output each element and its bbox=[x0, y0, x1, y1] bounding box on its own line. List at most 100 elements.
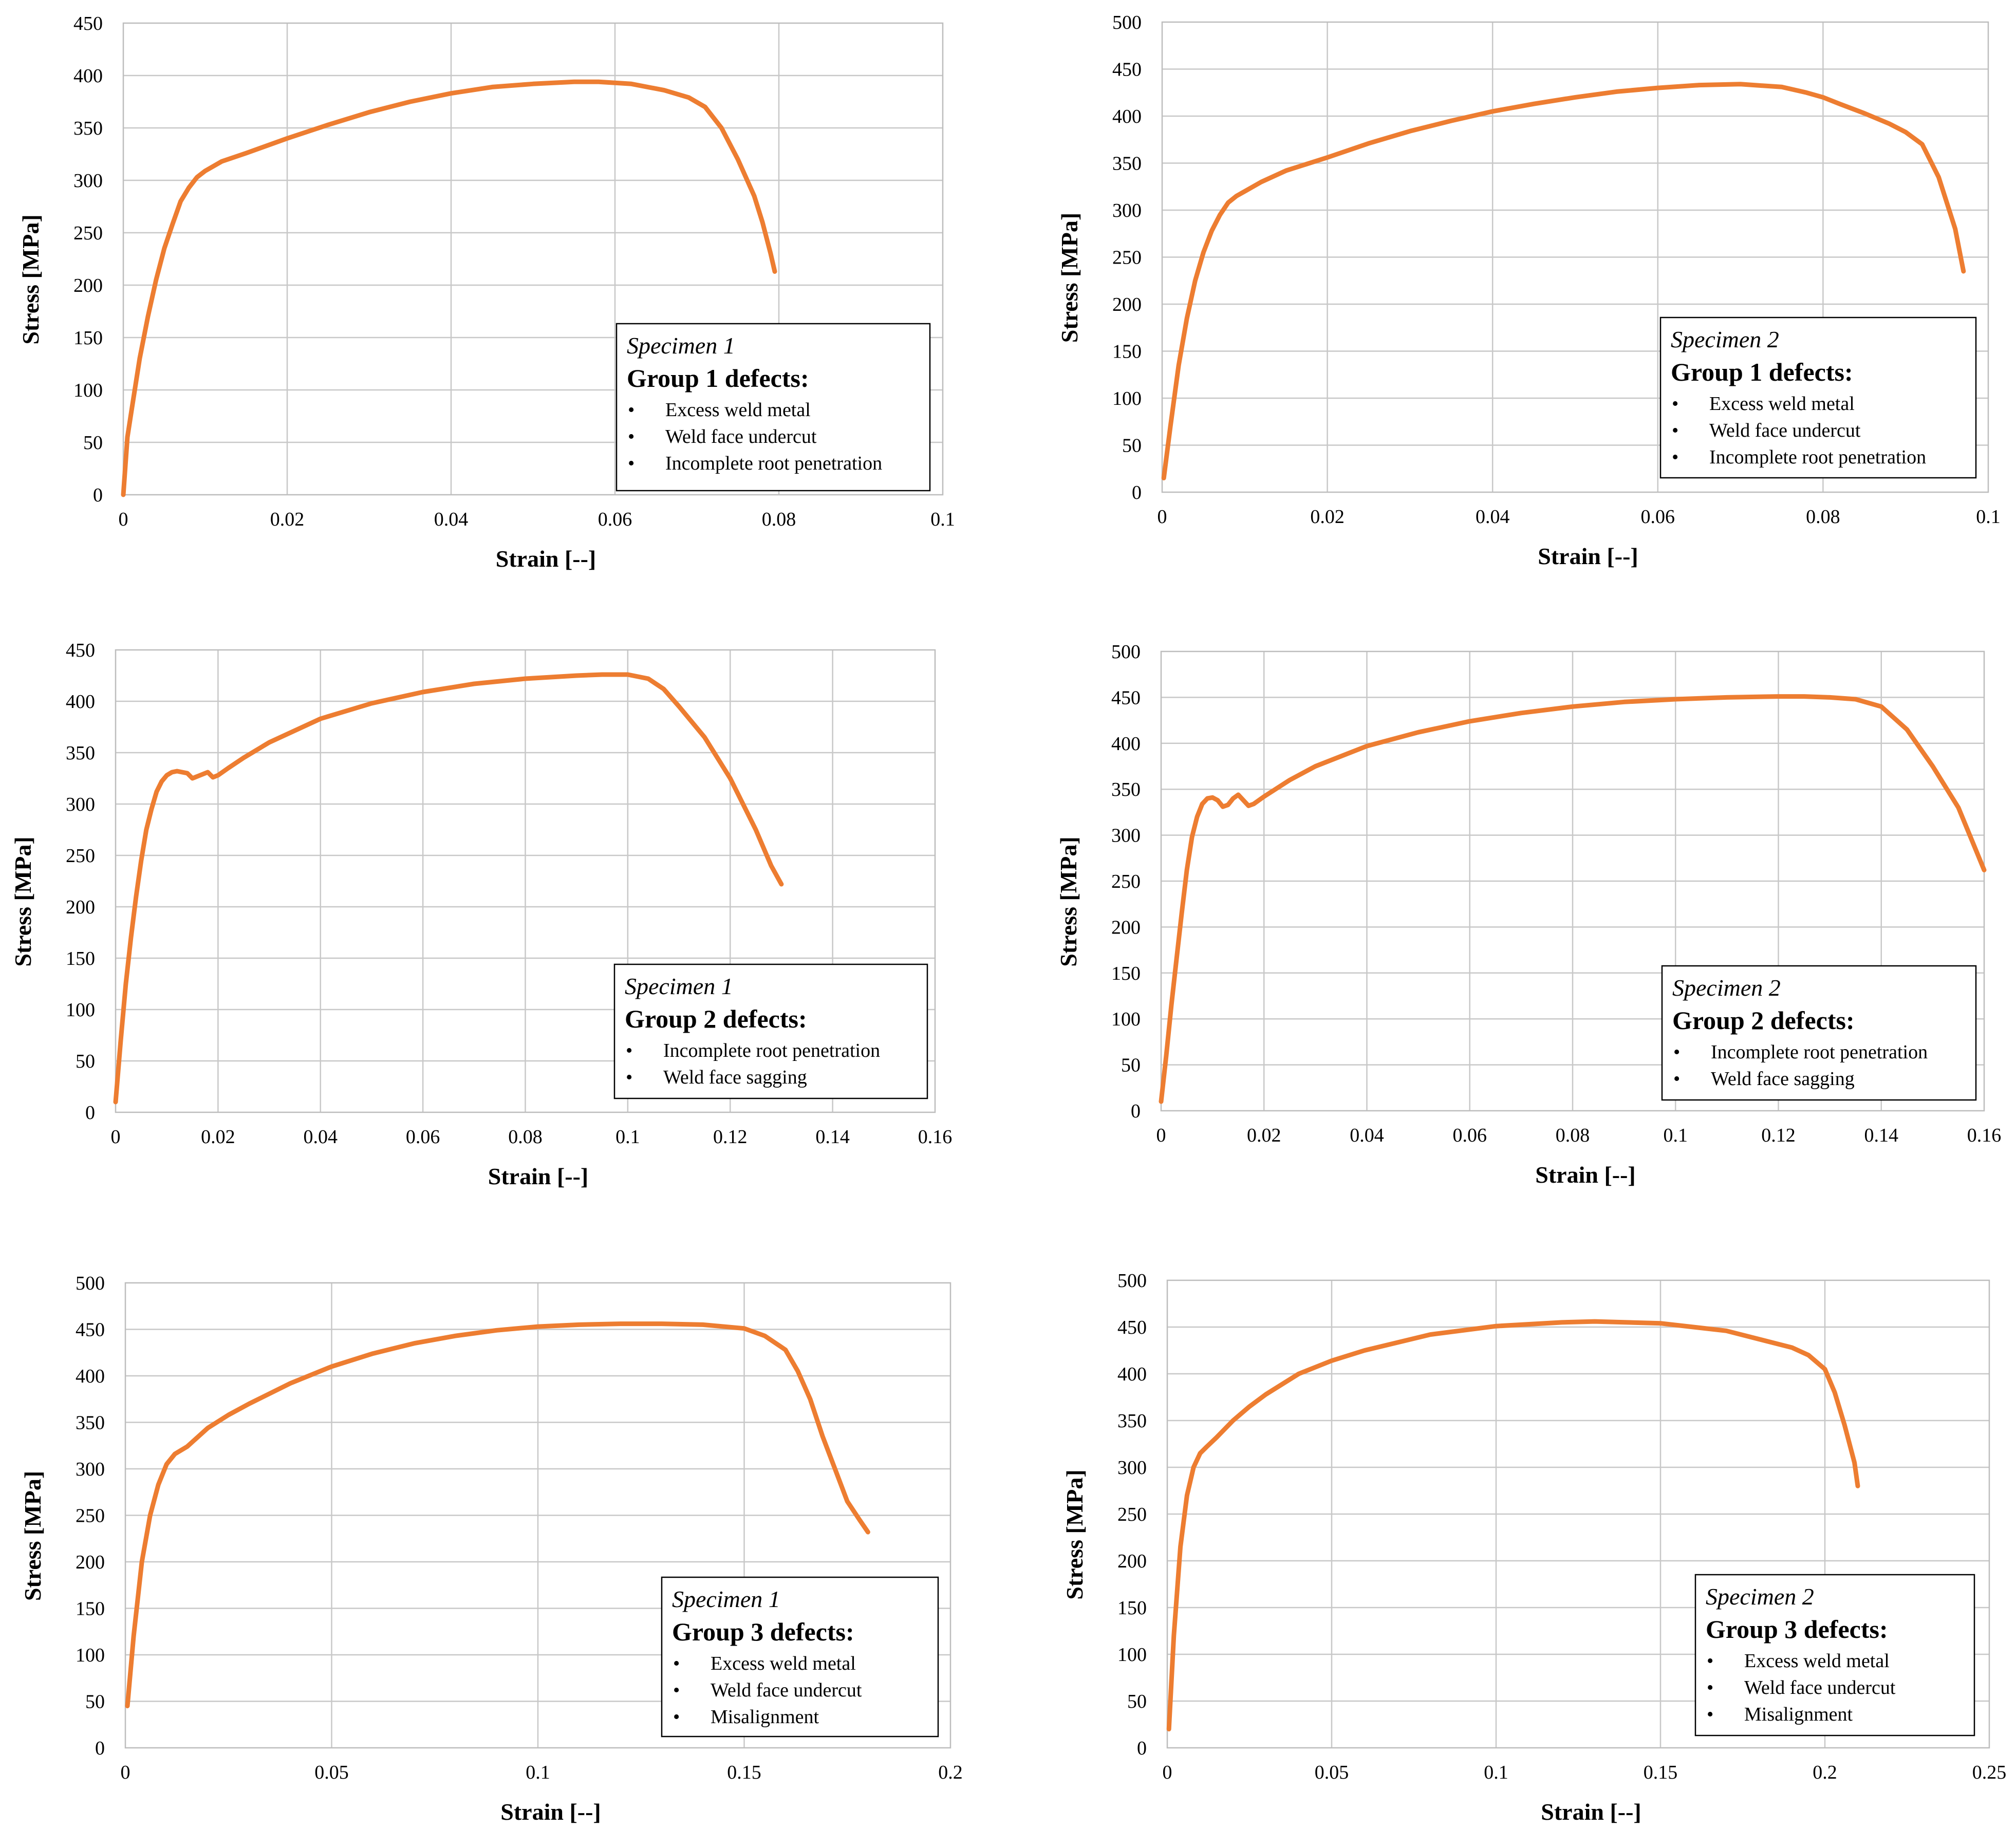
legend-item: Excess weld metal bbox=[1744, 1650, 1890, 1672]
y-tick-label: 100 bbox=[1112, 388, 1142, 409]
y-tick-label: 150 bbox=[1112, 341, 1142, 363]
x-tick-label: 0.06 bbox=[406, 1126, 440, 1148]
plot-area bbox=[1166, 1279, 1990, 1749]
y-tick-label: 100 bbox=[73, 380, 103, 401]
x-tick-label: 0.05 bbox=[1315, 1762, 1349, 1783]
chart-panel-2: 0 0.02 0.04 0.06 0.08 0.1 0 50 100 150 200 250 300 35… bbox=[1056, 12, 2001, 569]
legend: Specimen 2 Group 1 defects: • Excess weld m… bbox=[1659, 316, 1977, 479]
y-tick-label: 400 bbox=[1117, 1364, 1147, 1385]
y-tick-label: 300 bbox=[1112, 200, 1142, 221]
y-tick-label: 50 bbox=[1122, 435, 1142, 457]
stress-strain-curve bbox=[1166, 1319, 1860, 1732]
x-tick-label: 0.08 bbox=[508, 1126, 543, 1148]
y-tick-label: 150 bbox=[76, 1598, 105, 1620]
y-axis-title: Stress [MPa] bbox=[10, 836, 36, 966]
y-tick-label: 300 bbox=[66, 794, 95, 815]
legend-item: Excess weld metal bbox=[665, 399, 811, 421]
y-tick-label: 200 bbox=[1111, 917, 1141, 938]
x-tick-label: 0.15 bbox=[727, 1762, 761, 1783]
y-tick-label: 100 bbox=[1117, 1644, 1147, 1666]
y-tick-label: 100 bbox=[76, 1645, 105, 1666]
legend-item: Excess weld metal bbox=[711, 1653, 856, 1674]
legend-box bbox=[615, 323, 931, 492]
y-tick-label: 400 bbox=[66, 691, 95, 713]
y-tick-label: 150 bbox=[73, 327, 103, 349]
y-tick-label: 0 bbox=[93, 484, 103, 506]
y-tick-label: 100 bbox=[1111, 1009, 1141, 1030]
legend-bullet: • bbox=[1707, 1650, 1713, 1672]
x-tick-label: 0 bbox=[111, 1126, 121, 1148]
x-axis-title: Strain [--] bbox=[1535, 1162, 1635, 1188]
x-tick-label: 0.04 bbox=[1476, 506, 1510, 528]
y-tick-label: 500 bbox=[1112, 12, 1142, 33]
y-tick-label: 50 bbox=[83, 432, 103, 454]
y-tick-label: 350 bbox=[1117, 1410, 1147, 1432]
x-tick-label: 0.2 bbox=[938, 1762, 963, 1783]
legend-bullet: • bbox=[1707, 1677, 1713, 1698]
plot-area bbox=[1160, 650, 1985, 1112]
y-tick-label: 350 bbox=[1112, 153, 1142, 175]
x-tick-label: 0.04 bbox=[1350, 1125, 1384, 1146]
x-tick-label: 0.16 bbox=[918, 1126, 953, 1148]
stress-strain-curve bbox=[113, 672, 784, 1105]
y-tick-label: 450 bbox=[1112, 59, 1142, 81]
x-tick-label: 0.02 bbox=[270, 509, 305, 530]
x-tick-label: 0 bbox=[1158, 506, 1167, 528]
y-tick-label: 500 bbox=[76, 1273, 105, 1294]
x-tick-label: 0.12 bbox=[713, 1126, 748, 1148]
y-tick-label: 150 bbox=[1111, 963, 1141, 984]
x-tick-label: 0.1 bbox=[1664, 1125, 1688, 1146]
y-tick-label: 300 bbox=[1117, 1457, 1147, 1479]
legend-specimen-label: Specimen 2 bbox=[1706, 1583, 1814, 1610]
legend-specimen-label: Specimen 1 bbox=[625, 973, 733, 999]
y-tick-label: 500 bbox=[1117, 1270, 1147, 1292]
x-tick-label: 0 bbox=[1156, 1125, 1166, 1146]
y-tick-label: 350 bbox=[66, 742, 95, 764]
chart-panel-3: 0 0.02 0.04 0.06 0.08 0.1 0.12 0.14 0.16 0 50 100 15… bbox=[10, 640, 952, 1189]
x-tick-label: 0 bbox=[119, 509, 128, 530]
y-tick-label: 500 bbox=[1111, 641, 1141, 663]
y-tick-label: 450 bbox=[76, 1319, 105, 1341]
legend-specimen-label: Specimen 1 bbox=[672, 1586, 780, 1612]
y-tick-label: 200 bbox=[1117, 1551, 1147, 1572]
legend-box bbox=[1694, 1574, 1975, 1737]
x-tick-label: 0 bbox=[1163, 1762, 1172, 1783]
y-tick-label: 400 bbox=[76, 1366, 105, 1387]
x-tick-label: 0.02 bbox=[201, 1126, 235, 1148]
legend: Specimen 2 Group 3 defects: • Excess weld m… bbox=[1694, 1574, 1975, 1737]
y-tick-label: 150 bbox=[66, 948, 95, 969]
legend-group-label: Group 2 defects: bbox=[1672, 1006, 1855, 1035]
stress-strain-curve bbox=[1161, 82, 1966, 480]
plot-area bbox=[115, 649, 936, 1113]
legend-item: Incomplete root penetration bbox=[663, 1040, 880, 1061]
legend: Specimen 1 Group 2 defects: • Incomplete ro… bbox=[613, 963, 928, 1099]
x-tick-label: 0.1 bbox=[1976, 506, 2001, 528]
legend-bullet: • bbox=[626, 1040, 632, 1061]
x-tick-label: 0.06 bbox=[1453, 1125, 1487, 1146]
legend-bullet: • bbox=[1673, 1041, 1680, 1063]
legend-bullet: • bbox=[673, 1679, 680, 1701]
y-tick-label: 450 bbox=[1111, 687, 1141, 708]
x-tick-label: 0.12 bbox=[1761, 1125, 1796, 1146]
y-tick-label: 250 bbox=[1112, 247, 1142, 269]
x-tick-label: 0.02 bbox=[1247, 1125, 1281, 1146]
legend-specimen-label: Specimen 2 bbox=[1671, 326, 1779, 352]
legend-item: Weld face undercut bbox=[665, 426, 817, 447]
x-axis-title: Strain [--] bbox=[1538, 543, 1638, 569]
y-axis-title: Stress [MPa] bbox=[20, 1471, 46, 1601]
legend-bullet: • bbox=[1672, 446, 1678, 468]
y-tick-label: 0 bbox=[1132, 482, 1142, 503]
legend-bullet: • bbox=[673, 1706, 680, 1728]
y-tick-label: 400 bbox=[1112, 106, 1142, 127]
y-tick-label: 0 bbox=[1131, 1100, 1141, 1122]
legend-bullet: • bbox=[1672, 393, 1678, 415]
legend-box bbox=[1659, 316, 1977, 479]
legend-specimen-label: Specimen 2 bbox=[1672, 975, 1781, 1001]
legend-item: Incomplete root penetration bbox=[665, 453, 882, 474]
legend-group-label: Group 3 defects: bbox=[1706, 1615, 1888, 1644]
y-tick-label: 0 bbox=[1137, 1738, 1147, 1759]
stress-strain-curve bbox=[1159, 694, 1987, 1104]
y-tick-label: 200 bbox=[1112, 294, 1142, 315]
x-tick-label: 0.06 bbox=[598, 509, 632, 530]
